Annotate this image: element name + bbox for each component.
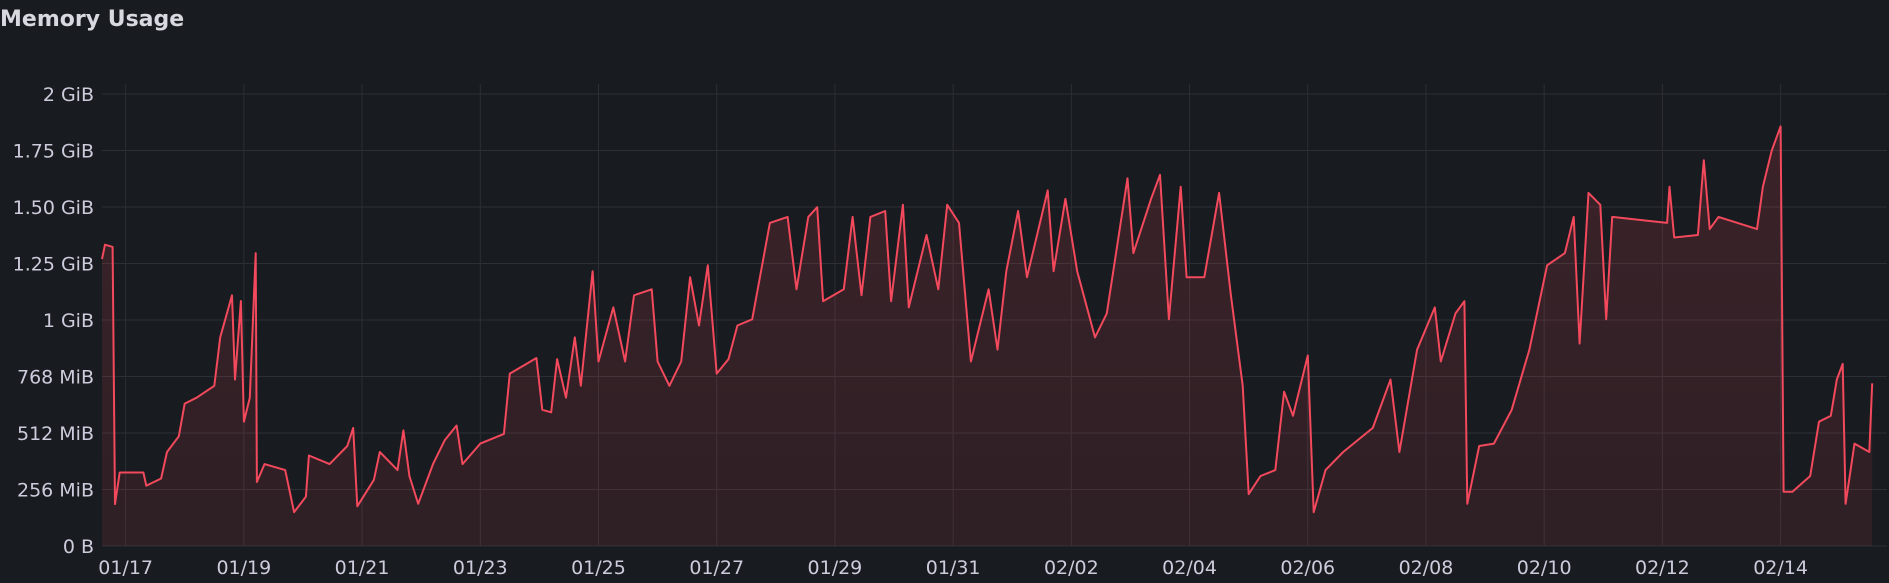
x-tick-label: 02/10 (1517, 557, 1572, 579)
x-tick-label: 01/23 (453, 557, 508, 579)
x-tick-label: 01/25 (571, 557, 626, 579)
x-tick-label: 02/14 (1753, 557, 1808, 579)
y-tick-label: 1.50 GiB (13, 197, 94, 219)
x-tick-label: 01/27 (689, 557, 744, 579)
y-tick-label: 256 MiB (17, 480, 94, 502)
y-tick-label: 2 GiB (43, 84, 94, 106)
x-tick-label: 02/06 (1280, 557, 1335, 579)
x-tick-label: 02/08 (1399, 557, 1454, 579)
y-tick-label: 1.75 GiB (13, 141, 94, 163)
x-tick-label: 02/04 (1162, 557, 1217, 579)
x-tick-label: 01/29 (808, 557, 863, 579)
y-tick-label: 512 MiB (17, 423, 94, 445)
x-tick-label: 02/02 (1044, 557, 1099, 579)
x-tick-label: 01/31 (926, 557, 981, 579)
series-line (101, 125, 1874, 514)
y-tick-label: 1 GiB (43, 310, 94, 332)
y-tick-label: 0 B (63, 536, 94, 558)
y-tick-label: 1.25 GiB (13, 254, 94, 276)
x-tick-label: 01/21 (335, 557, 390, 579)
x-tick-label: 01/17 (98, 557, 153, 579)
series-area (102, 126, 1873, 547)
panel-title: Memory Usage (0, 7, 184, 32)
y-tick-label: 768 MiB (17, 367, 94, 389)
x-tick-label: 02/12 (1635, 557, 1690, 579)
x-tick-label: 01/19 (216, 557, 271, 579)
